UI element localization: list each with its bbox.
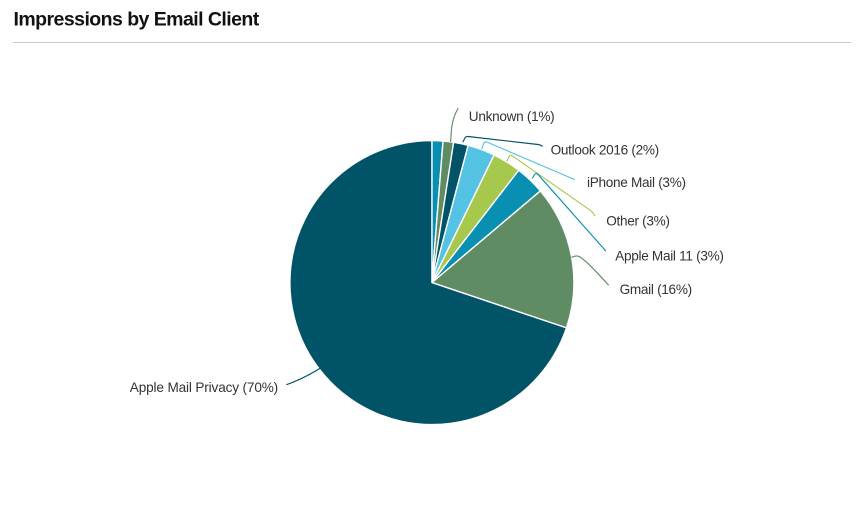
svg-text:Other (3%): Other (3%) (606, 214, 669, 229)
svg-text:Apple Mail Privacy (70%): Apple Mail Privacy (70%) (130, 380, 278, 395)
svg-text:Impressions by Email Client: Impressions by Email Client (14, 9, 260, 31)
svg-text:Apple Mail 11 (3%): Apple Mail 11 (3%) (615, 249, 723, 264)
svg-text:Unknown (1%): Unknown (1%) (469, 109, 555, 124)
svg-text:iPhone Mail (3%): iPhone Mail (3%) (587, 175, 686, 190)
svg-text:Outlook 2016 (2%): Outlook 2016 (2%) (551, 143, 659, 158)
svg-text:Gmail (16%): Gmail (16%) (620, 282, 692, 297)
